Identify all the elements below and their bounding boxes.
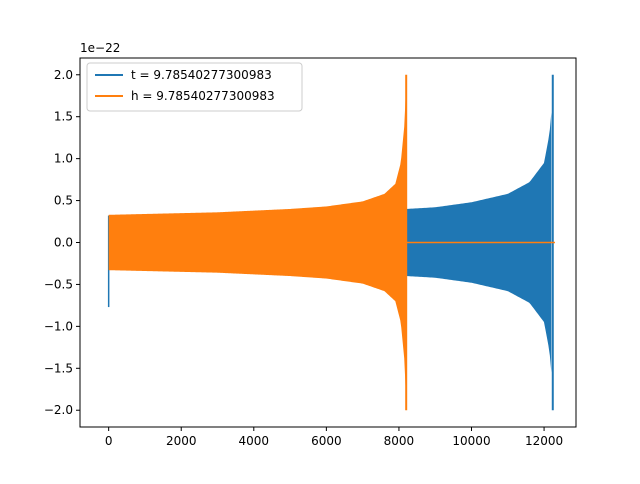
x-tick-label: 0 <box>105 434 113 448</box>
y-tick-label: 0.0 <box>54 236 73 250</box>
axis-ticks: 0 2000 4000 6000 8000 10000 12000 −2.0 −1.5 −1.0 −… <box>44 68 563 448</box>
x-tick-label: 4000 <box>239 434 270 448</box>
y-tick-label: 0.5 <box>54 194 73 208</box>
y-axis-offset-label: 1e−22 <box>80 41 120 55</box>
legend-label-h: h = 9.78540277300983 <box>131 89 275 103</box>
y-tick-label: 1.5 <box>54 110 73 124</box>
series-h <box>108 74 555 411</box>
series-h-band <box>108 83 407 402</box>
y-tick-label: 2.0 <box>54 68 73 82</box>
x-tick-label: 10000 <box>452 434 490 448</box>
legend-box <box>86 62 303 112</box>
x-tick-label: 8000 <box>384 434 415 448</box>
legend: t = 9.78540277300983 h = 9.7854027730098… <box>86 62 303 112</box>
x-tick-label: 6000 <box>311 434 342 448</box>
x-tick-label: 2000 <box>166 434 197 448</box>
y-tick-label: −1.5 <box>44 361 73 375</box>
x-tick-label: 12000 <box>525 434 563 448</box>
y-tick-label: −0.5 <box>44 277 73 291</box>
plot-area <box>107 74 555 411</box>
legend-label-t: t = 9.78540277300983 <box>131 68 272 82</box>
y-tick-label: 1.0 <box>54 152 73 166</box>
y-tick-label: −2.0 <box>44 403 73 417</box>
y-tick-label: −1.0 <box>44 319 73 333</box>
